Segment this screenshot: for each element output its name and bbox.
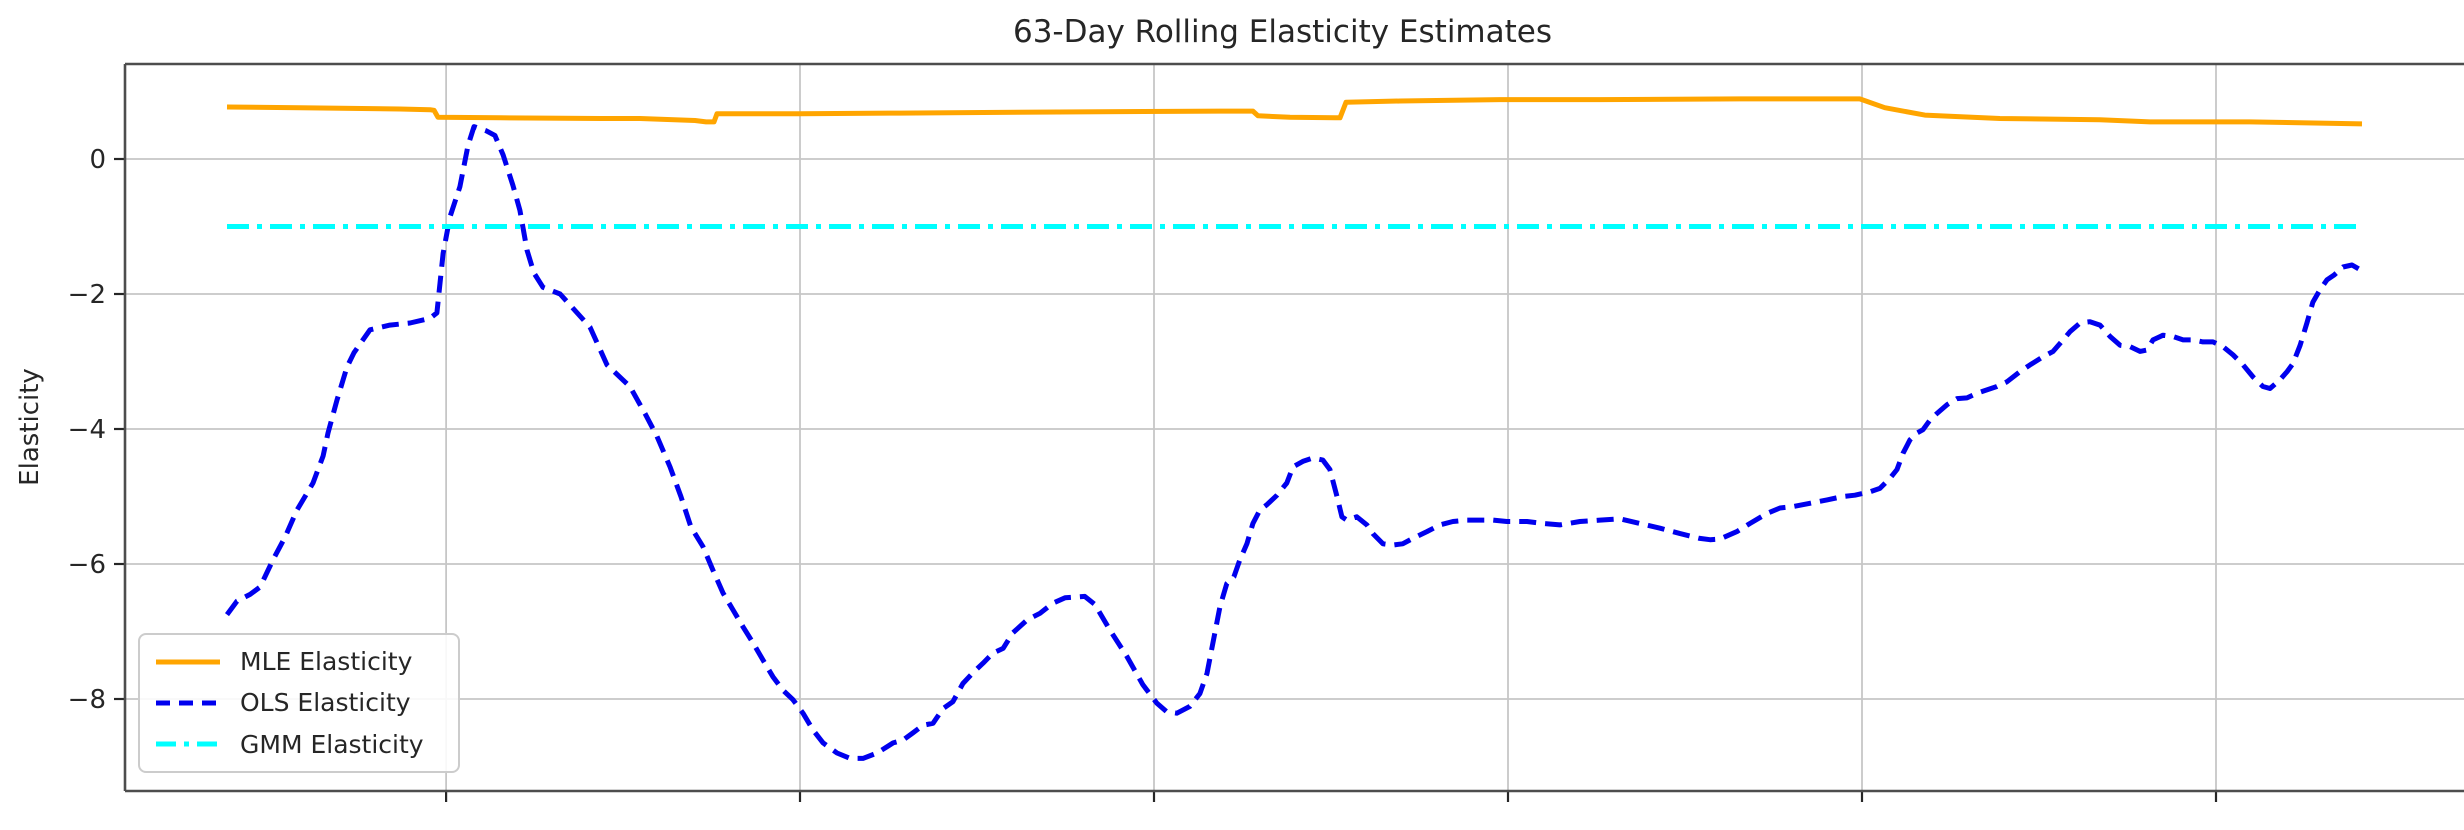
- legend-label-mle: MLE Elasticity: [240, 647, 413, 677]
- legend-entry-mle: MLE Elasticity: [156, 647, 448, 676]
- series-line-0: [226, 96, 2363, 127]
- legend: MLE Elasticity OLS Elasticity GMM Elasti…: [138, 633, 460, 773]
- series-line-1: [224, 124, 2362, 761]
- y-tick-label: 0: [89, 145, 106, 175]
- chart-title: 63-Day Rolling Elasticity Estimates: [1012, 14, 1553, 50]
- gridlines: [125, 64, 2464, 791]
- y-tick-labels: 0 −2 −4 −6 −8: [68, 145, 106, 715]
- legend-label-gmm: GMM Elasticity: [240, 729, 424, 759]
- axes-spines: [123, 62, 2464, 793]
- y-tick-label: −6: [68, 550, 106, 580]
- gmm-line-sample-icon: [156, 741, 220, 747]
- legend-label-ols: OLS Elasticity: [240, 688, 411, 718]
- y-tick-label: −8: [68, 685, 106, 715]
- legend-entry-gmm: GMM Elasticity: [156, 730, 448, 759]
- y-tick-label: −4: [68, 415, 106, 445]
- tick-marks: [114, 157, 2218, 802]
- mle-line-sample-icon: [156, 659, 220, 665]
- legend-entry-ols: OLS Elasticity: [156, 688, 448, 717]
- ols-line-sample-icon: [156, 700, 220, 706]
- y-tick-label: −2: [68, 280, 106, 310]
